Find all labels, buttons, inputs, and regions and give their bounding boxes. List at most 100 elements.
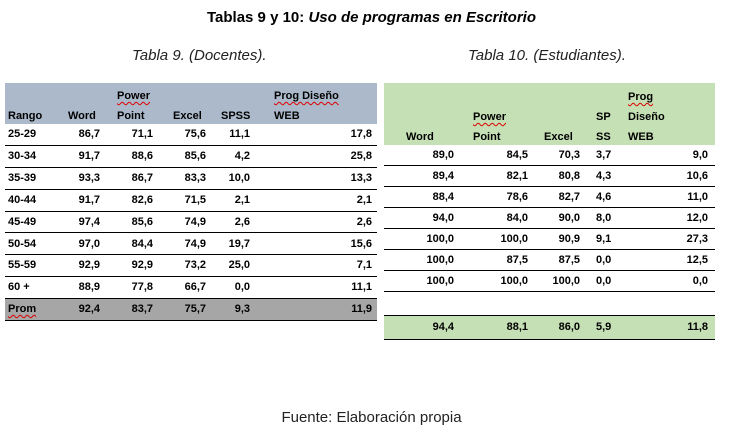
cell: 92,9 xyxy=(131,259,153,272)
cell: 84,4 xyxy=(131,237,153,250)
cell: 9,1 xyxy=(596,233,612,245)
caption: Tabla 9. (Docentes). xyxy=(132,47,267,64)
cell: 11,0 xyxy=(687,191,708,203)
cell: 100,0 xyxy=(426,275,454,287)
cell: 4,3 xyxy=(596,170,612,182)
average-cell: 88,1 xyxy=(506,321,528,333)
cell: 40-44 xyxy=(8,193,37,206)
cell: 2,6 xyxy=(234,215,250,228)
cell: 89,0 xyxy=(432,149,454,161)
row-border xyxy=(5,124,377,146)
column-header: Excel xyxy=(544,131,573,143)
cell: 73,2 xyxy=(184,259,206,272)
caption: Tabla 10. (Estudiantes). xyxy=(468,47,626,64)
cell: 71,1 xyxy=(131,128,153,140)
cell: 45-49 xyxy=(8,215,37,228)
cell: 17,8 xyxy=(350,128,372,140)
cell: 3,7 xyxy=(596,149,612,161)
cell: 55-59 xyxy=(8,259,37,272)
average-cell: 5,9 xyxy=(596,321,612,333)
cell: 100,0 xyxy=(500,275,528,287)
column-header: Prog Diseño xyxy=(274,90,339,102)
cell: 27,3 xyxy=(686,233,708,245)
column-header: Word xyxy=(406,131,434,143)
cell: 78,6 xyxy=(506,191,528,203)
average-cell: Prom xyxy=(8,303,37,316)
cell: 94,0 xyxy=(432,212,454,224)
cell: 84,0 xyxy=(506,212,528,224)
column-header: Rango xyxy=(8,110,43,122)
cell: 0,0 xyxy=(692,275,708,287)
row-border xyxy=(384,250,715,271)
row-border xyxy=(5,234,377,256)
header-bg xyxy=(5,83,377,124)
title-emphasis: Uso de programas en Escritorio xyxy=(308,9,537,26)
row-border xyxy=(5,277,377,300)
cell: 85,6 xyxy=(184,149,206,162)
cell: 82,6 xyxy=(131,193,153,206)
cell: 25,0 xyxy=(228,259,250,272)
cell: 13,3 xyxy=(350,171,372,184)
column-header: Power xyxy=(117,90,151,102)
cell: 4,2 xyxy=(234,149,250,162)
cell: 85,6 xyxy=(131,215,153,228)
cell: 93,3 xyxy=(78,171,100,184)
average-cell: 11,9 xyxy=(351,303,372,316)
cell: 92,9 xyxy=(78,259,100,272)
cell: 80,8 xyxy=(558,170,580,182)
header-bg xyxy=(384,83,715,145)
column-header: Word xyxy=(68,110,96,122)
cell: 91,7 xyxy=(78,193,100,206)
cell: 83,3 xyxy=(184,171,206,184)
row-border xyxy=(384,145,715,166)
row-border xyxy=(384,316,715,340)
row-border xyxy=(384,166,715,187)
cell: 10,6 xyxy=(686,170,708,182)
column-header: SS xyxy=(596,131,611,143)
row-border xyxy=(384,208,715,229)
cell: 11,1 xyxy=(229,128,250,140)
cell: 2,6 xyxy=(356,215,372,228)
column-header: SPSS xyxy=(221,110,251,122)
row-border xyxy=(5,255,377,278)
cell: 8,0 xyxy=(596,212,612,224)
row-border xyxy=(384,271,715,292)
cell: 97,0 xyxy=(78,237,100,250)
average-cell: 86,0 xyxy=(558,321,580,333)
column-header: Point xyxy=(117,110,145,122)
cell: 89,4 xyxy=(432,170,454,182)
cell: 100,0 xyxy=(426,254,454,266)
cell: 15,6 xyxy=(350,237,372,250)
cell: 60 + xyxy=(8,281,30,294)
cell: 11,1 xyxy=(351,281,372,294)
cell: 2,1 xyxy=(356,193,372,206)
average-cell: 9,3 xyxy=(234,303,250,316)
cell: 10,0 xyxy=(228,171,250,184)
cell: 82,1 xyxy=(506,170,528,182)
cell: 25-29 xyxy=(8,128,37,140)
cell: 86,7 xyxy=(78,128,100,140)
average-cell: 75,7 xyxy=(184,303,206,316)
column-header: Point xyxy=(473,131,501,143)
row-border xyxy=(384,292,715,316)
cell: 74,9 xyxy=(184,237,206,250)
average-cell: 83,7 xyxy=(131,303,153,316)
title-prefix: Tablas 9 y 10: xyxy=(206,9,305,26)
cell: 0,0 xyxy=(596,254,612,266)
cell: 90,0 xyxy=(558,212,580,224)
cell: 97,4 xyxy=(78,215,100,228)
cell: 70,3 xyxy=(558,149,580,161)
cell: 0,0 xyxy=(596,275,612,287)
average-cell: 11,8 xyxy=(687,321,708,333)
cell: 75,6 xyxy=(184,128,206,140)
column-header: Prog xyxy=(628,91,654,103)
cell: 90,9 xyxy=(558,233,580,245)
cell: 74,9 xyxy=(184,215,206,228)
cell: 88,4 xyxy=(432,191,454,203)
cell: 100,0 xyxy=(500,233,528,245)
cell: 12,0 xyxy=(686,212,708,224)
row-border xyxy=(384,187,715,208)
cell: 71,5 xyxy=(184,193,206,206)
cell: 7,1 xyxy=(356,259,372,272)
